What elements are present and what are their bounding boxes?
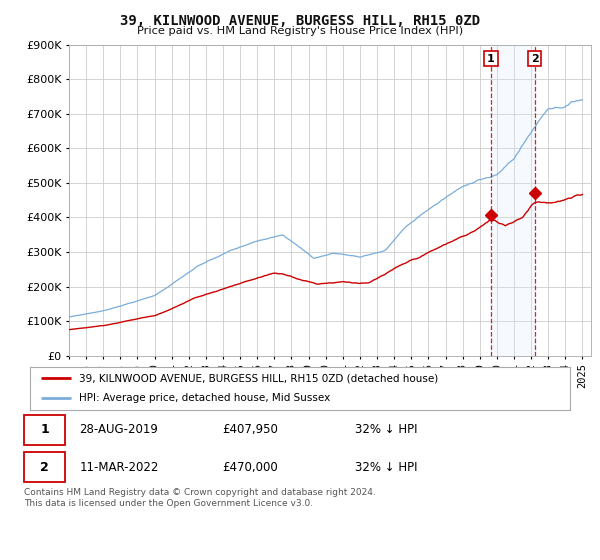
Text: 11-MAR-2022: 11-MAR-2022 — [79, 461, 158, 474]
Text: 1: 1 — [487, 54, 495, 64]
Text: 2: 2 — [530, 54, 538, 64]
FancyBboxPatch shape — [24, 452, 65, 482]
Text: 1: 1 — [40, 423, 49, 436]
Text: 39, KILNWOOD AVENUE, BURGESS HILL, RH15 0ZD: 39, KILNWOOD AVENUE, BURGESS HILL, RH15 … — [120, 14, 480, 28]
Text: 39, KILNWOOD AVENUE, BURGESS HILL, RH15 0ZD (detached house): 39, KILNWOOD AVENUE, BURGESS HILL, RH15 … — [79, 374, 438, 384]
Text: 32% ↓ HPI: 32% ↓ HPI — [355, 423, 418, 436]
Text: HPI: Average price, detached house, Mid Sussex: HPI: Average price, detached house, Mid … — [79, 393, 330, 403]
Text: Contains HM Land Registry data © Crown copyright and database right 2024.
This d: Contains HM Land Registry data © Crown c… — [24, 488, 376, 508]
Text: Price paid vs. HM Land Registry's House Price Index (HPI): Price paid vs. HM Land Registry's House … — [137, 26, 463, 36]
Text: 32% ↓ HPI: 32% ↓ HPI — [355, 461, 418, 474]
Text: 28-AUG-2019: 28-AUG-2019 — [79, 423, 158, 436]
Bar — [491, 45, 535, 356]
Text: 2: 2 — [40, 461, 49, 474]
FancyBboxPatch shape — [24, 415, 65, 445]
Text: £470,000: £470,000 — [223, 461, 278, 474]
Text: £407,950: £407,950 — [223, 423, 278, 436]
